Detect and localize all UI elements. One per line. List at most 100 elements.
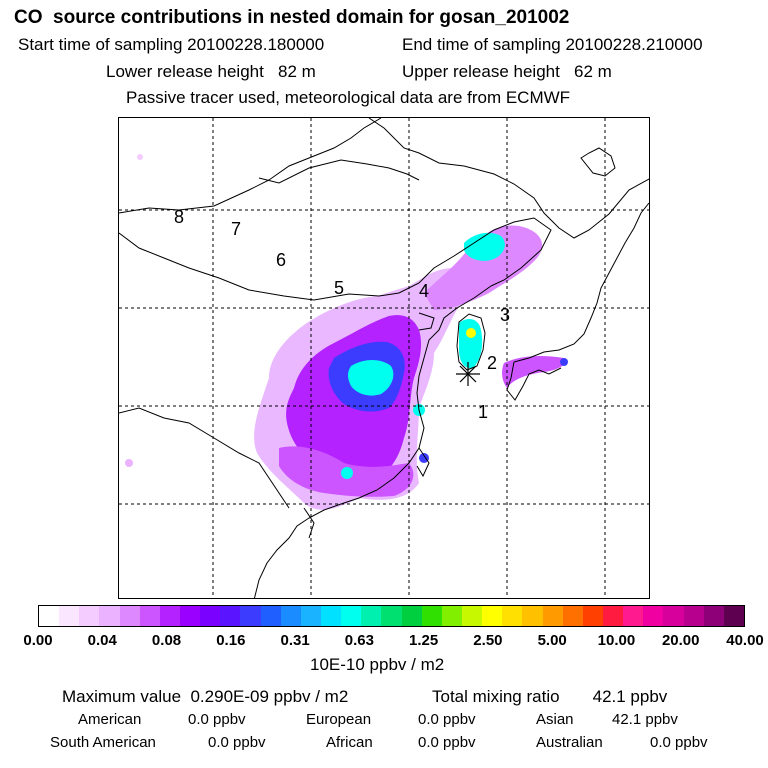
colorbar-cell <box>39 606 60 626</box>
colorbar-cell <box>280 606 301 626</box>
region-name-south-american: South American <box>50 734 156 751</box>
maximum-value: Maximum value 0.290E-09 ppbv / m2 <box>62 687 349 706</box>
colorbar-cell <box>159 606 180 626</box>
colorbar-cell <box>59 606 80 626</box>
region-value-african: 0.0 ppbv <box>418 734 476 751</box>
plume-japan-spot <box>560 358 568 366</box>
coastline <box>119 118 382 214</box>
colorbar-cell <box>623 606 644 626</box>
colorbar-cell <box>542 606 563 626</box>
coastline <box>506 361 562 401</box>
colorbar-cell <box>200 606 221 626</box>
coastline <box>119 407 290 509</box>
lower-release-height: Lower release height 82 m <box>106 62 316 81</box>
colorbar-tick-label: 0.63 <box>344 632 374 649</box>
colorbar-cell <box>361 606 382 626</box>
coastline <box>418 312 435 331</box>
colorbar-cell <box>582 606 603 626</box>
colorbar-cell <box>99 606 120 626</box>
coastline <box>119 217 552 301</box>
region-label-1: 1 <box>478 402 489 422</box>
colorbar-cell <box>723 606 744 626</box>
colorbar-tick-label: 0.08 <box>151 632 182 649</box>
upper-release-height: Upper release height 62 m <box>402 62 612 81</box>
plume-isolated-spot <box>125 459 133 467</box>
colorbar-cell <box>602 606 624 626</box>
colorbar-cell <box>320 606 342 626</box>
map-canvas <box>119 118 649 598</box>
colorbar-cell <box>79 606 100 626</box>
plume-northeast <box>424 225 543 310</box>
plume-field <box>125 154 568 510</box>
colorbar-cell <box>381 606 402 626</box>
region-name-australian: Australian <box>536 734 603 751</box>
colorbar-cell <box>663 606 684 626</box>
region-value-australian: 0.0 ppbv <box>650 734 708 751</box>
colorbar-tick-label: 5.00 <box>537 632 567 649</box>
colorbar-cell <box>562 606 583 626</box>
plume-isolated-spot <box>341 467 353 479</box>
coastline <box>580 147 616 177</box>
colorbar-tick-label: 40.00 <box>726 632 764 649</box>
colorbar-cell <box>703 606 724 626</box>
coastline <box>416 447 430 478</box>
coastline <box>513 202 649 363</box>
colorbar-cell <box>179 606 201 626</box>
colorbar-tick-label: 1.25 <box>409 632 439 649</box>
region-label-3: 3 <box>500 305 511 325</box>
colorbar-tick-label: 0.16 <box>216 632 246 649</box>
region-label-5: 5 <box>334 278 345 298</box>
region-name-european: European <box>306 711 372 728</box>
colorbar-cell <box>220 606 241 626</box>
map-panel: 8 7 6 5 4 3 2 1 <box>118 117 650 599</box>
colorbar-tick-label: 0.31 <box>280 632 310 649</box>
coastline <box>258 159 420 184</box>
colorbar-tick-label: 20.00 <box>661 632 700 649</box>
colorbar-cell <box>240 606 261 626</box>
asterisk-icon <box>456 362 480 386</box>
colorbar-tick-label: 10.00 <box>597 632 636 649</box>
colorbar-cell <box>482 606 503 626</box>
plume-isolated-spot <box>137 154 143 160</box>
lat-lon-grid <box>119 118 649 598</box>
region-label-2: 2 <box>487 353 498 373</box>
region-value-european: 0.0 ppbv <box>418 711 476 728</box>
colorbar-cell <box>441 606 462 626</box>
colorbar-cell <box>139 606 160 626</box>
region-name-american: American <box>78 711 142 728</box>
colorbar-cell <box>643 606 664 626</box>
region-value-south-american: 0.0 ppbv <box>208 734 266 751</box>
region-label-4: 4 <box>419 281 430 301</box>
colorbar-cell <box>341 606 362 626</box>
region-name-african: African <box>326 734 373 751</box>
colorbar-cell <box>300 606 321 626</box>
colorbar <box>38 605 745 627</box>
start-time-label: Start time of sampling 20100228.180000 <box>18 35 325 54</box>
colorbar-tick-label: 2.50 <box>473 632 503 649</box>
colorbar-tick-label: 0.04 <box>87 632 117 649</box>
plot-title: CO source contributions in nested domain… <box>14 7 570 28</box>
region-label-6: 6 <box>276 250 287 270</box>
total-mixing-ratio: Total mixing ratio 42.1 ppbv <box>432 687 668 706</box>
region-label-7: 7 <box>231 219 242 239</box>
colorbar-cell <box>119 606 140 626</box>
plume-korea <box>459 318 483 369</box>
region-label-8: 8 <box>174 207 185 227</box>
colorbar-cell <box>502 606 523 626</box>
coastline <box>368 118 649 239</box>
colorbar-cell <box>522 606 543 626</box>
colorbar-cell <box>421 606 442 626</box>
colorbar-cell <box>683 606 704 626</box>
plume-northeast-core <box>464 232 505 261</box>
region-value-american: 0.0 ppbv <box>188 711 246 728</box>
region-name-asian: Asian <box>536 711 574 728</box>
colorbar-unit: 10E-10 ppbv / m2 <box>310 655 445 674</box>
colorbar-tick-label: 0.00 <box>23 632 53 649</box>
region-value-asian: 42.1 ppbv <box>612 711 678 728</box>
colorbar-cell <box>401 606 422 626</box>
end-time-label: End time of sampling 20100228.210000 <box>402 35 703 54</box>
coastline <box>303 507 315 539</box>
plume-isolated-spot <box>419 453 429 463</box>
plume-korea-peak <box>466 328 476 338</box>
plume-peak <box>348 360 394 396</box>
